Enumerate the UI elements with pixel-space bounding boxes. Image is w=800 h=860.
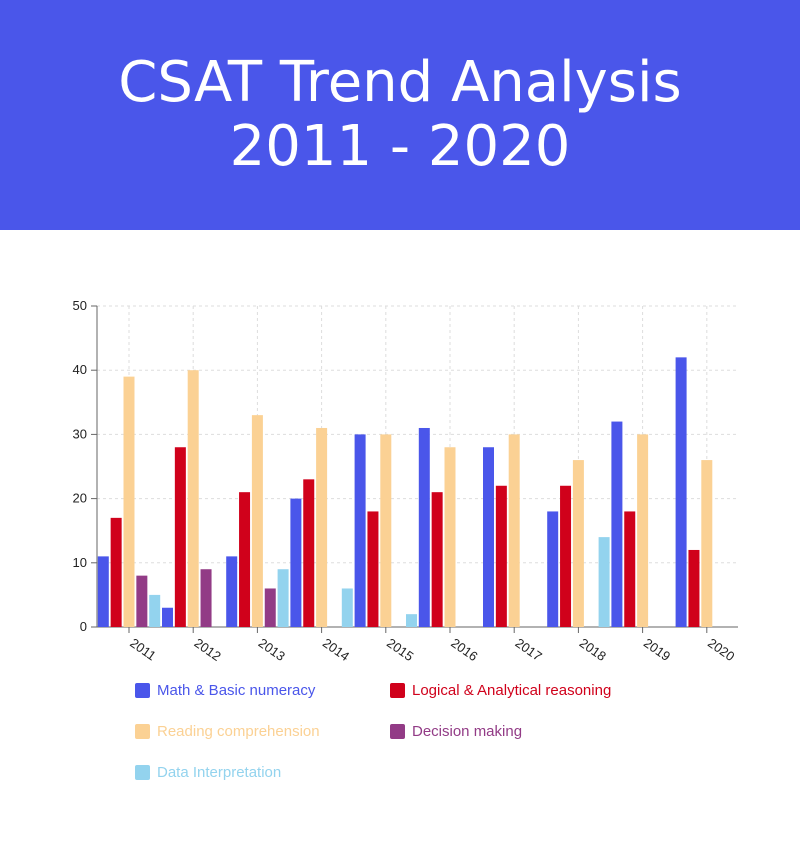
bar [367, 511, 379, 627]
bar [406, 614, 417, 627]
legend-label: Reading comprehension [157, 723, 320, 740]
bar [251, 415, 263, 627]
y-tick-label: 40 [73, 362, 87, 377]
x-tick-label: 2014 [320, 635, 352, 664]
bar [290, 498, 302, 627]
bar [97, 556, 109, 627]
bar [701, 460, 713, 627]
x-tick-label: 2011 [127, 635, 159, 663]
bar [611, 421, 623, 627]
legend-item[interactable]: Math & Basic numeracy [135, 682, 315, 699]
bar [277, 569, 289, 627]
bar-chart: 0 10 20 30 40 50 2011 2012 2013 2014 2015 2016 2017 2… [73, 298, 738, 664]
bar [560, 485, 572, 627]
bar [341, 588, 353, 627]
bar [187, 370, 199, 627]
y-tick-label: 30 [73, 426, 87, 441]
bar [495, 485, 507, 627]
bar [303, 479, 315, 627]
bar [136, 575, 148, 627]
title-line-1: CSAT Trend Analysis [118, 50, 682, 115]
legend-item[interactable]: Reading comprehension [135, 723, 320, 740]
x-tick-label: 2020 [705, 635, 737, 664]
bar [688, 549, 700, 627]
bar [200, 569, 212, 627]
x-tick-label: 2015 [384, 635, 416, 664]
y-tick-label: 50 [73, 298, 87, 313]
bar [598, 537, 610, 627]
bar [162, 607, 173, 627]
x-tick-label: 2018 [577, 635, 609, 664]
legend-item[interactable]: Decision making [390, 723, 522, 740]
bar [572, 460, 584, 627]
bar [418, 427, 430, 627]
y-tick-label: 0 [80, 619, 87, 634]
legend-swatch [390, 683, 405, 698]
bar [239, 492, 251, 627]
legend-label: Data Interpretation [157, 764, 282, 781]
bar [508, 434, 520, 627]
legend-item[interactable]: Logical & Analytical reasoning [390, 682, 611, 699]
bar [624, 511, 636, 627]
bar [675, 357, 687, 627]
title-line-2: 2011 - 2020 [229, 114, 571, 179]
legend-swatch [135, 724, 150, 739]
legend-swatch [135, 683, 150, 698]
x-tick-label: 2019 [641, 635, 673, 664]
x-tick-label: 2013 [256, 635, 288, 664]
legend-item[interactable]: Data Interpretation [135, 764, 281, 781]
bar [380, 434, 392, 627]
bar [174, 447, 186, 627]
bar [431, 492, 443, 627]
legend-swatch [135, 765, 150, 780]
y-tick-label: 20 [73, 491, 87, 506]
legend-label: Math & Basic numeracy [157, 682, 316, 699]
bar [226, 556, 238, 627]
bar [110, 517, 122, 627]
y-tick-label: 10 [73, 555, 87, 570]
x-tick-label: 2012 [191, 635, 223, 664]
bar [637, 434, 649, 627]
bar [354, 434, 366, 627]
legend-swatch [390, 724, 405, 739]
bar [123, 376, 135, 627]
bar [149, 594, 161, 627]
header: CSAT Trend Analysis 2011 - 2020 [0, 0, 800, 230]
bar [264, 588, 276, 627]
bar [316, 427, 328, 627]
x-tick-label: 2016 [448, 635, 480, 664]
legend-label: Decision making [412, 723, 523, 740]
bar [444, 447, 456, 627]
legend-label: Logical & Analytical reasoning [412, 682, 612, 699]
x-tick-label: 2017 [512, 635, 544, 664]
bar [483, 447, 494, 627]
bar [547, 511, 559, 627]
